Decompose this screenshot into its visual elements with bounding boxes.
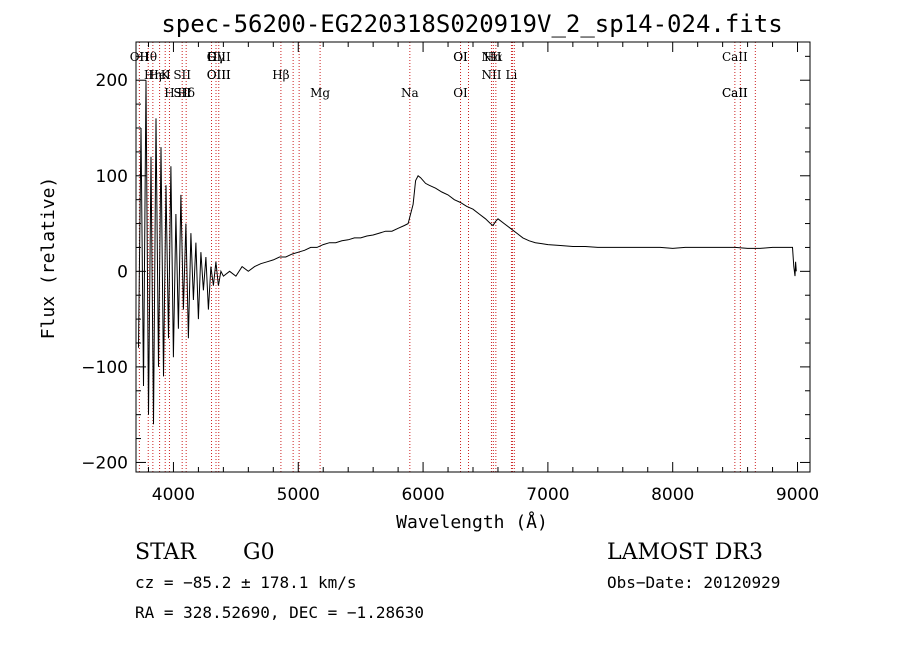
x-axis-label: Wavelength (Å) bbox=[396, 511, 548, 533]
line-label: SII bbox=[173, 86, 191, 100]
redshift-velocity: cz = −85.2 ± 178.1 km/s bbox=[135, 573, 357, 592]
line-label: NII bbox=[481, 50, 501, 64]
line-label: SII bbox=[173, 86, 191, 100]
survey-label: LAMOST DR3 bbox=[607, 540, 763, 565]
line-label: OIII bbox=[207, 68, 231, 82]
chart-title: spec-56200-EG220318S020919V_2_sp14-024.f… bbox=[161, 10, 782, 38]
line-label: OI bbox=[453, 50, 468, 64]
line-label: OIII bbox=[207, 68, 231, 82]
x-tick-label: 5000 bbox=[277, 485, 320, 505]
y-tick-label: −100 bbox=[81, 358, 128, 378]
line-label: OII bbox=[130, 50, 150, 64]
x-tick-label: 7000 bbox=[526, 485, 569, 505]
x-axis-ticks: 4000 5000 6000 7000 8000 9000 bbox=[147, 42, 819, 505]
line-label: NII bbox=[481, 68, 501, 82]
y-tick-label: 100 bbox=[96, 167, 128, 187]
plot-frame bbox=[135, 41, 811, 473]
x-tick-label: 6000 bbox=[401, 485, 444, 505]
line-label: K bbox=[161, 68, 171, 82]
line-label: Na bbox=[401, 86, 419, 100]
line-label: CaII bbox=[722, 86, 748, 100]
y-tick-label: 200 bbox=[96, 71, 128, 91]
subclass-label: G0 bbox=[243, 540, 275, 565]
line-label: Hγ bbox=[207, 50, 225, 64]
x-tick-label: 4000 bbox=[152, 485, 195, 505]
spectral-line-labels: HθKHδOIIIOIIIOIHαSIICaIIOIHeISIIHγOIIINa… bbox=[130, 50, 748, 100]
spectral-line-markers bbox=[138, 42, 756, 472]
line-label: Hβ bbox=[272, 68, 289, 82]
y-axis-label: Flux (relative) bbox=[38, 177, 59, 340]
line-label: H bbox=[164, 86, 174, 100]
y-tick-label: 0 bbox=[117, 262, 128, 282]
line-label: SII bbox=[173, 68, 191, 82]
line-label: HeI bbox=[148, 68, 171, 82]
line-label: Hδ bbox=[177, 86, 195, 100]
line-label: OIII bbox=[207, 50, 231, 64]
spectrum-series-line bbox=[138, 80, 797, 425]
line-label: OI bbox=[453, 50, 468, 64]
line-label: OI bbox=[453, 86, 468, 100]
line-label: Li bbox=[506, 68, 518, 82]
line-label: Hα bbox=[484, 50, 503, 64]
y-tick-label: −200 bbox=[81, 453, 128, 473]
class-label: STAR bbox=[135, 540, 196, 565]
line-label: Hθ bbox=[139, 50, 157, 64]
line-label: Mg bbox=[310, 86, 330, 100]
line-label: Hη bbox=[144, 68, 162, 82]
y-axis-ticks: −200 −100 0 100 200 bbox=[81, 55, 810, 473]
x-tick-label: 9000 bbox=[776, 485, 819, 505]
observation-date: Obs−Date: 20120929 bbox=[607, 573, 781, 592]
x-tick-label: 8000 bbox=[651, 485, 694, 505]
line-label: CaII bbox=[722, 50, 748, 64]
coordinates: RA = 328.52690, DEC = −1.28630 bbox=[135, 603, 424, 622]
line-label: G bbox=[207, 50, 217, 64]
line-label: CaII bbox=[722, 86, 748, 100]
